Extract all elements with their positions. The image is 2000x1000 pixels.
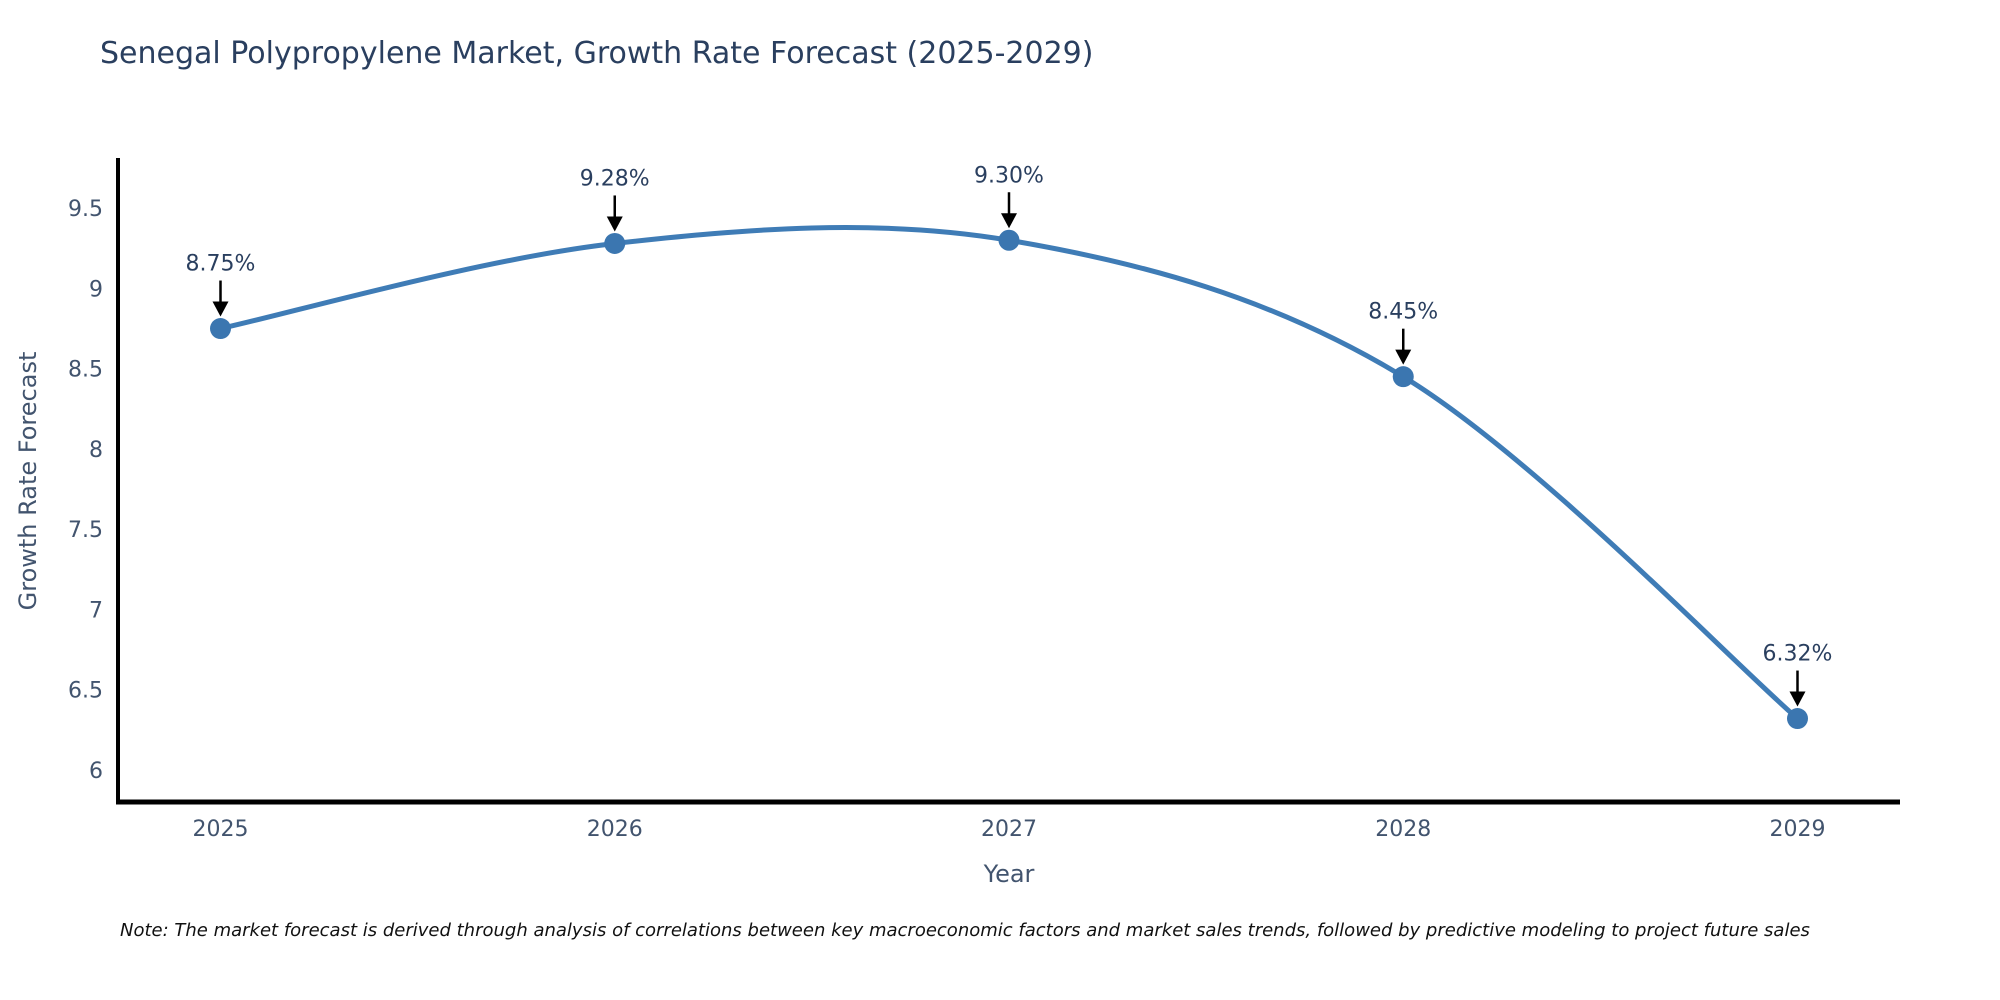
data-point-marker[interactable] [1392, 366, 1414, 388]
data-point-marker[interactable] [604, 232, 626, 254]
point-annotation-label: 8.45% [1368, 300, 1438, 325]
y-tick-label: 8.5 [68, 358, 103, 383]
y-tick-label: 9.5 [68, 197, 103, 222]
y-tick-label: 6.5 [68, 679, 103, 704]
annotation-arrow-head [212, 301, 229, 317]
chart-title: Senegal Polypropylene Market, Growth Rat… [100, 36, 1094, 71]
point-annotation-label: 8.75% [186, 252, 256, 277]
x-tick-label: 2025 [193, 817, 249, 842]
y-tick-label: 8 [89, 438, 103, 463]
y-tick-label: 7 [89, 598, 103, 623]
y-tick-label: 6 [89, 759, 103, 784]
y-tick-label: 7.5 [68, 518, 103, 543]
annotation-arrow-head [606, 216, 623, 232]
annotation-arrow-head [1001, 213, 1017, 229]
x-tick-label: 2026 [587, 817, 643, 842]
annotation-arrow-head [1789, 691, 1806, 707]
trend-line [218, 225, 1800, 722]
data-point-marker[interactable] [210, 318, 232, 340]
y-axis-title: Growth Rate Forecast [14, 351, 42, 611]
point-annotation-label: 9.28% [580, 166, 650, 191]
data-point-marker[interactable] [998, 229, 1020, 251]
footnote: Note: The market forecast is derived thr… [120, 920, 1810, 941]
x-axis-title: Year [983, 860, 1035, 888]
x-tick-label: 2027 [981, 817, 1037, 842]
annotation-arrow-head [1395, 349, 1412, 365]
y-tick-label: 9 [89, 277, 103, 302]
point-annotation-label: 6.32% [1763, 642, 1833, 667]
point-annotation-label: 9.30% [974, 163, 1044, 188]
x-tick-label: 2028 [1375, 817, 1431, 842]
data-point-marker[interactable] [1786, 708, 1808, 730]
x-tick-label: 2029 [1769, 817, 1825, 842]
